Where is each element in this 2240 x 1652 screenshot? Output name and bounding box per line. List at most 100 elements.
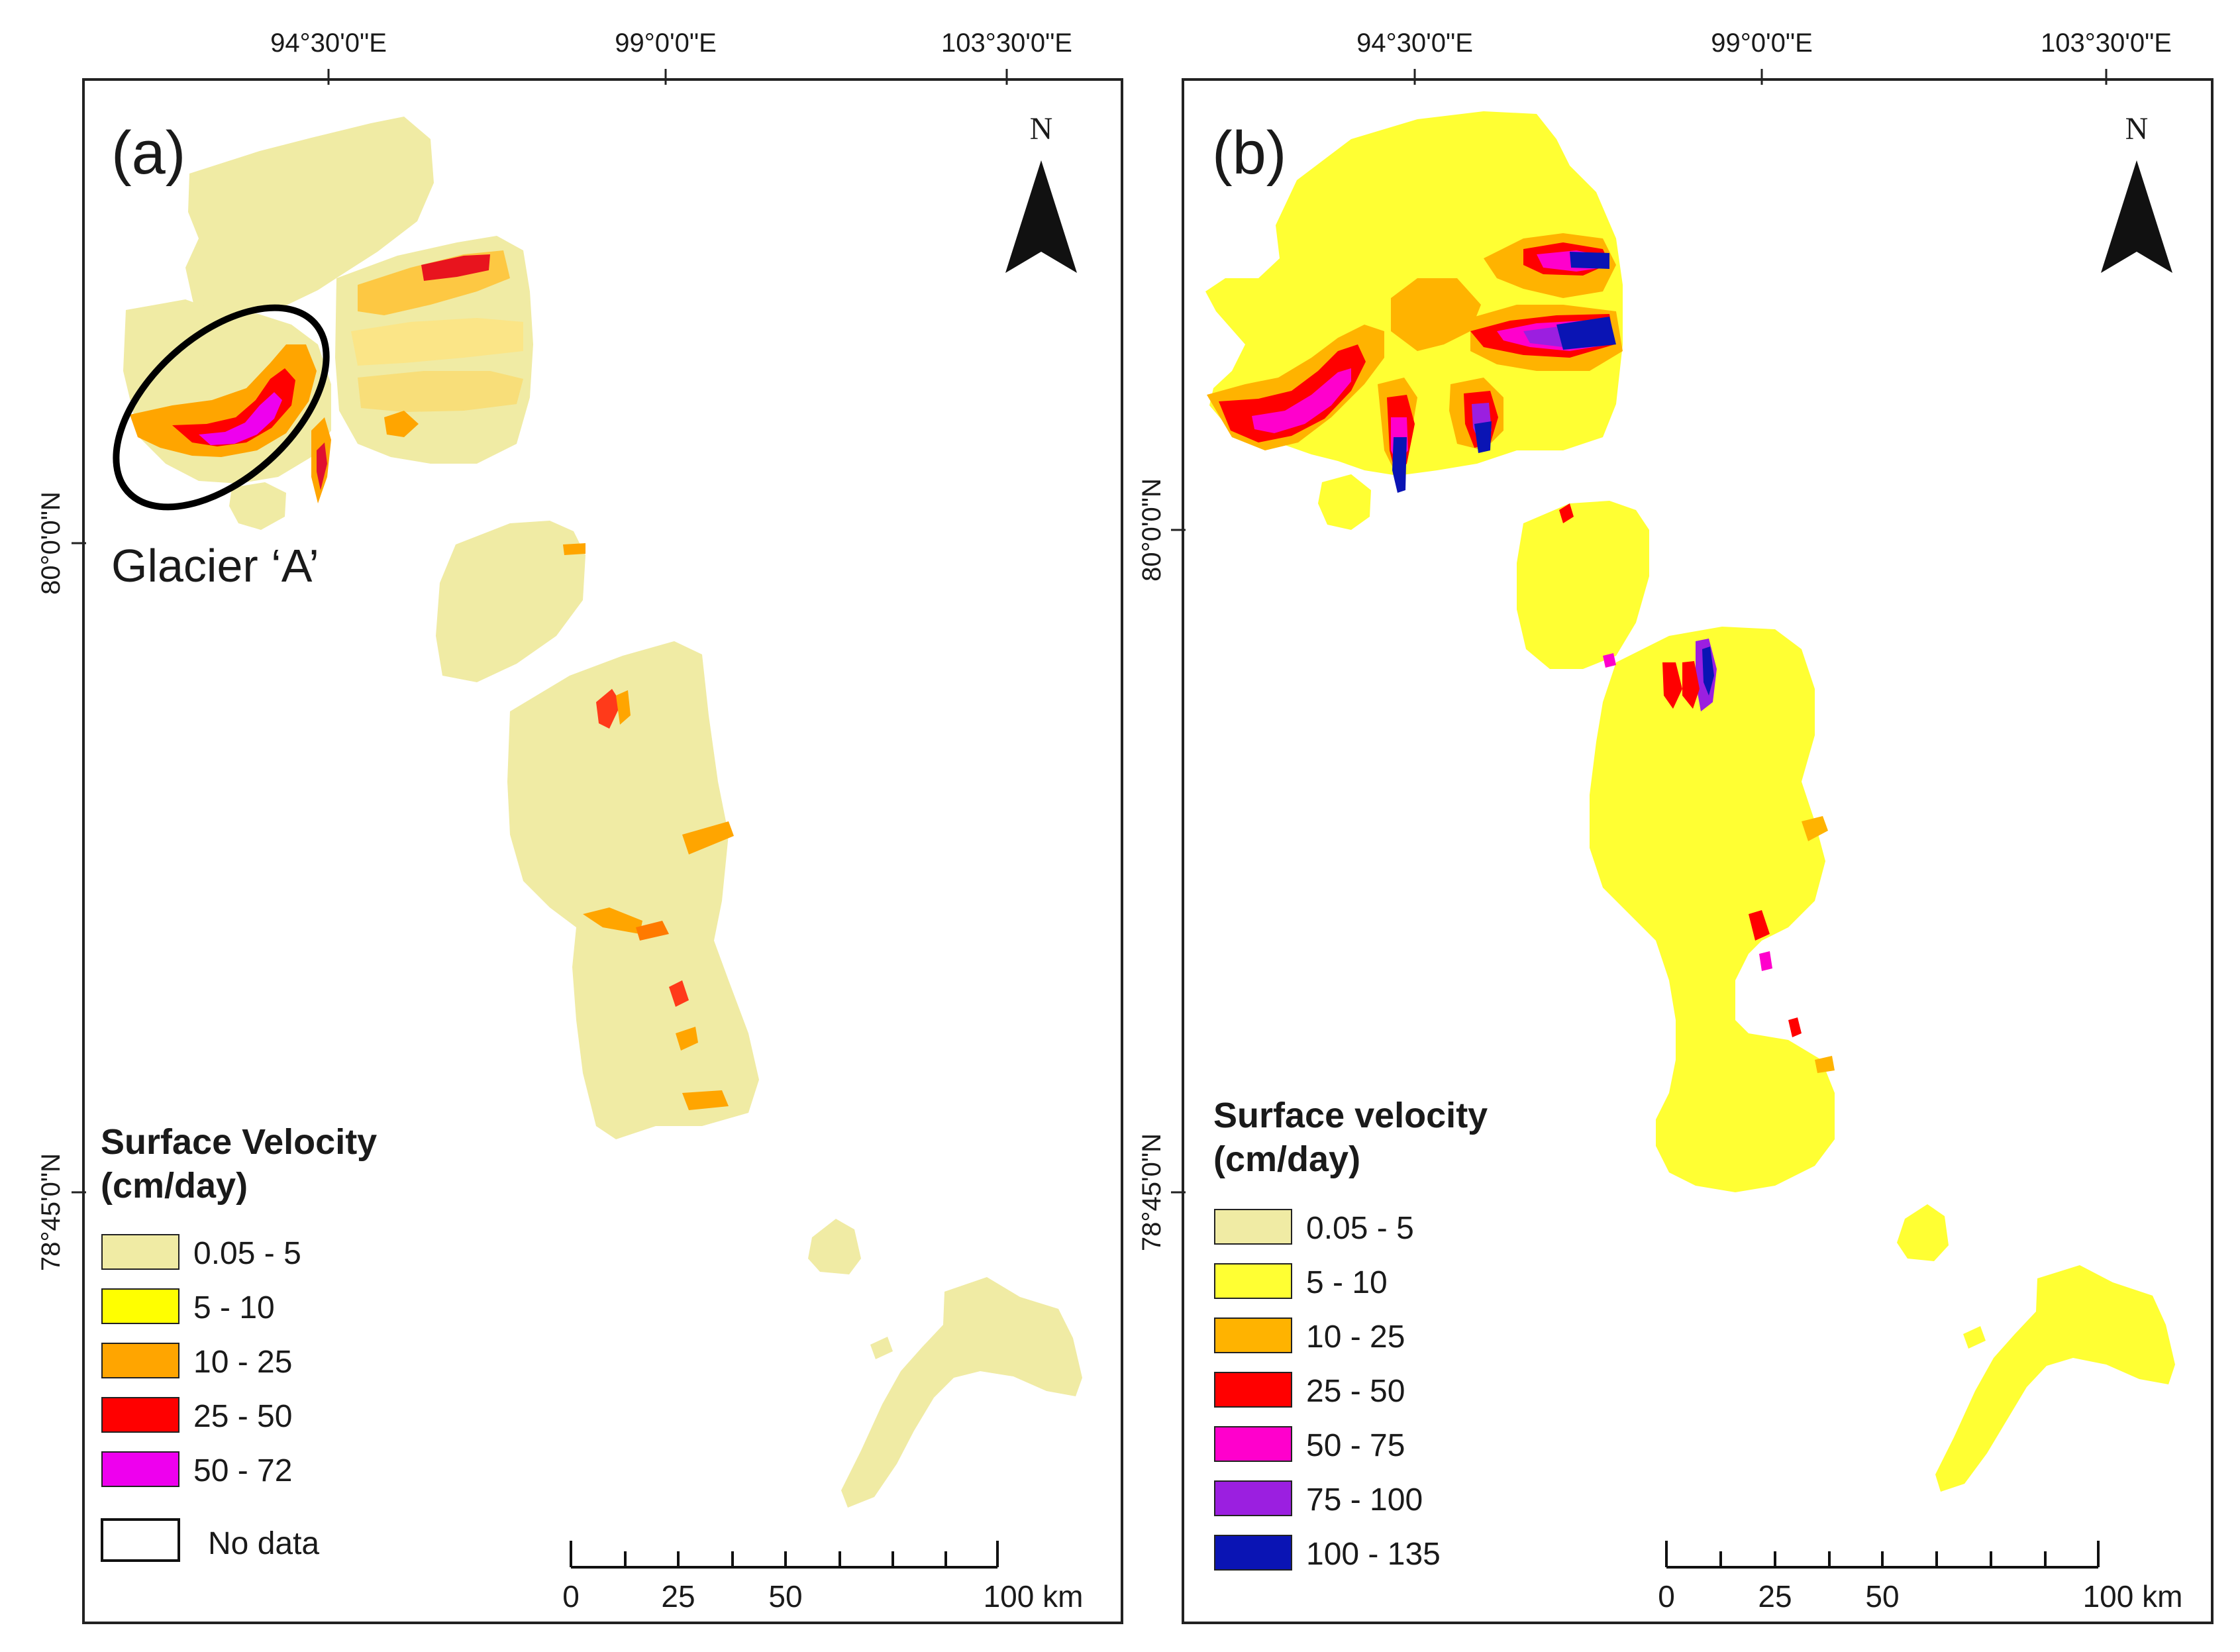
- lat-label-1: 80°0'0"N: [1137, 478, 1166, 582]
- panel-a: 94°30'0"E 99°0'0"E 103°30'0"E 80°0'0"N 7…: [36, 28, 1123, 1624]
- legend-swatch: [101, 1234, 179, 1270]
- east-orange-spot: [384, 411, 419, 437]
- middle-islet-b: [1517, 501, 1649, 669]
- landmass-middle-a: [436, 521, 759, 1139]
- big-island-b-streak-6: [1603, 653, 1616, 668]
- big-island-a: [507, 641, 759, 1139]
- big-island-streak-7: [682, 1090, 729, 1110]
- legend-swatch-nodata: [101, 1518, 180, 1562]
- legend-title-b-1: Surface velocity: [1213, 1096, 1488, 1135]
- legend-label-nodata: No data: [208, 1526, 319, 1561]
- scale-label-0: 0: [1658, 1579, 1675, 1614]
- scale-label-100: 100 km: [984, 1579, 1084, 1614]
- big-island-streak-2: [616, 690, 631, 725]
- big-island-streak-4: [583, 907, 642, 934]
- middle-islet-b-spot: [1559, 503, 1574, 523]
- legend-label: 0.05 - 5: [1306, 1211, 1414, 1246]
- glacier-s1-blue: [1392, 437, 1407, 493]
- glacier-a-side-red: [317, 442, 327, 490]
- north-arrow-label: N: [2125, 111, 2149, 146]
- scale-label-25: 25: [1758, 1579, 1792, 1614]
- islet-b-west: [1318, 474, 1371, 530]
- panel-letter-a: (a): [111, 119, 185, 187]
- north-arrow-a: N: [1005, 111, 1077, 273]
- southeast-tiny-islet: [870, 1337, 893, 1359]
- east-speckle-band-2: [358, 371, 523, 412]
- north-arrow-icon: [2101, 160, 2172, 273]
- lon-label-3: 103°30'0"E: [2041, 28, 2172, 58]
- legend-swatch: [101, 1451, 179, 1487]
- legend-title-a-1: Surface Velocity: [101, 1122, 377, 1162]
- big-island-b-streak-2: [1749, 910, 1770, 941]
- legend-a: Surface Velocity (cm/day) 0.05 - 5 5 - 10…: [101, 1122, 377, 1562]
- southeast-island-b: [1935, 1265, 2175, 1492]
- legend-swatch: [1214, 1480, 1292, 1516]
- lon-label-1: 94°30'0"E: [1356, 28, 1473, 58]
- landmass-north-b: [1205, 111, 1623, 530]
- legend-b-items: 0.05 - 5 5 - 10 10 - 25 25 - 50 50 - 75 75 - …: [1214, 1209, 1441, 1572]
- southeast-island: [841, 1277, 1082, 1508]
- small-islet-a: [229, 482, 286, 530]
- legend-label: 50 - 72: [193, 1453, 292, 1488]
- scale-bar-a: 0 25 50 100 km: [562, 1541, 1083, 1614]
- legend-label: 10 - 25: [193, 1345, 292, 1380]
- scale-bar-b: 0 25 50 100 km: [1658, 1541, 2182, 1614]
- legend-swatch: [1214, 1535, 1292, 1571]
- lon-label-3: 103°30'0"E: [941, 28, 1072, 58]
- legend-label: 25 - 50: [1306, 1374, 1405, 1409]
- glacier-a-callout-ring: [113, 304, 330, 511]
- legend-label: 75 - 100: [1306, 1482, 1423, 1518]
- legend-swatch: [1214, 1372, 1292, 1408]
- legend-label: 50 - 75: [1306, 1428, 1405, 1463]
- lat-label-2: 78°45'0"N: [36, 1153, 66, 1271]
- big-island-streak-1: [596, 689, 621, 729]
- big-island-b-glacier-red2: [1662, 662, 1682, 709]
- glacier-n2-blue: [1556, 317, 1616, 350]
- landmass-north-a: [123, 117, 533, 530]
- legend-swatch: [1214, 1426, 1292, 1462]
- big-island-b-streak-5: [1815, 1056, 1835, 1073]
- glacier-n1-blue: [1570, 252, 1609, 269]
- big-island-streak-6: [676, 1027, 698, 1051]
- panel-letter-b: (b): [1212, 119, 1286, 187]
- legend-label: 5 - 10: [1306, 1265, 1388, 1300]
- middle-islet: [436, 521, 585, 682]
- big-island-streak-3: [682, 821, 734, 854]
- scale-label-25: 25: [661, 1579, 695, 1614]
- lon-label-2: 99°0'0"E: [615, 28, 717, 58]
- lat-label-2: 78°45'0"N: [1137, 1133, 1166, 1251]
- legend-label: 25 - 50: [193, 1399, 292, 1434]
- landmass-south-b: [1897, 1204, 2175, 1492]
- scale-label-100: 100 km: [2083, 1579, 2183, 1614]
- scale-label-50: 50: [768, 1579, 802, 1614]
- legend-label: 10 - 25: [1306, 1319, 1405, 1355]
- landmass-south-a: [808, 1219, 1082, 1508]
- legend-b: Surface velocity (cm/day) 0.05 - 5 5 - 10…: [1213, 1096, 1488, 1572]
- ice-cap-north: [185, 117, 434, 323]
- legend-label: 100 - 135: [1306, 1537, 1441, 1572]
- big-island-b-glacier-red: [1682, 661, 1700, 709]
- lat-label-1: 80°0'0"N: [36, 491, 66, 595]
- legend-label: 0.05 - 5: [193, 1236, 301, 1271]
- big-island-b-streak-3: [1759, 951, 1772, 971]
- scale-label-0: 0: [562, 1579, 580, 1614]
- scale-label-50: 50: [1865, 1579, 1899, 1614]
- legend-swatch: [101, 1288, 179, 1324]
- legend-swatch: [1214, 1263, 1292, 1299]
- glacier-a-band-magenta: [199, 392, 282, 445]
- legend-swatch: [1214, 1209, 1292, 1245]
- east-speckle-band: [351, 318, 523, 366]
- big-island-streak-8: [669, 980, 689, 1007]
- north-arrow-icon: [1005, 160, 1077, 273]
- big-island-b: [1590, 627, 1835, 1192]
- legend-title-a-2: (cm/day): [101, 1166, 248, 1206]
- glacier-a-callout-label: Glacier ‘A’: [111, 540, 319, 592]
- lon-label-1: 94°30'0"E: [270, 28, 387, 58]
- southeast-tiny-islet-b: [1963, 1326, 1986, 1349]
- middle-islet-streak: [563, 543, 585, 555]
- north-arrow-label: N: [1030, 111, 1053, 146]
- big-island-streak-5: [636, 921, 669, 941]
- big-island-b-streak-1: [1802, 816, 1828, 841]
- glacier-sw-magenta: [1252, 368, 1351, 433]
